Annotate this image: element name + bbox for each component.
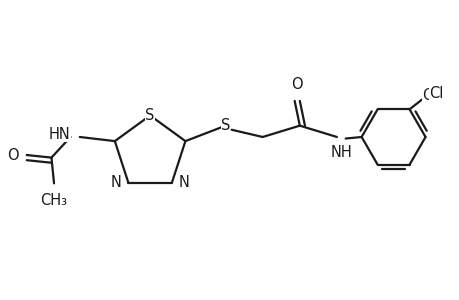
Text: Cl: Cl: [428, 86, 442, 101]
Text: S: S: [145, 108, 155, 123]
Text: O: O: [291, 76, 302, 92]
Text: CH₃: CH₃: [40, 193, 67, 208]
Text: N: N: [111, 175, 121, 190]
Text: HN: HN: [49, 127, 70, 142]
Text: N: N: [178, 175, 189, 190]
Text: O: O: [7, 148, 19, 163]
Text: Cl: Cl: [421, 88, 435, 103]
Text: NH: NH: [330, 145, 351, 160]
Text: S: S: [220, 118, 230, 133]
